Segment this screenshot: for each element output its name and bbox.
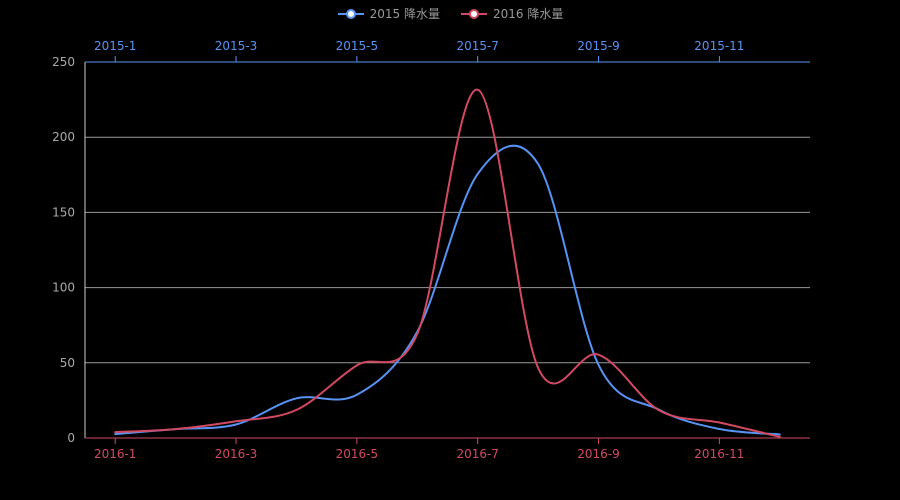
legend-circle: [469, 8, 479, 19]
legend: 2015 降水量 2016 降水量: [0, 5, 900, 22]
y-axis-label: 0: [67, 431, 75, 445]
y-axis-label: 150: [52, 205, 75, 219]
legend-label: 2016 降水量: [493, 7, 564, 21]
series-line-2016[interactable]: [114, 88, 781, 438]
top-axis-label: 2015-3: [215, 39, 258, 53]
line-series-icon: [337, 8, 364, 19]
y-axis-label: 200: [52, 130, 75, 144]
y-axis-label: 100: [52, 281, 75, 295]
top-axis-label: 2015-11: [694, 39, 744, 53]
bottom-axis-label: 2016-11: [694, 447, 744, 461]
bottom-axis-label: 2016-9: [577, 447, 620, 461]
bottom-axis-label: 2016-5: [336, 447, 379, 461]
bottom-axis-label: 2016-7: [456, 447, 499, 461]
top-axis-label: 2015-7: [456, 39, 499, 53]
legend-label: 2015 降水量: [369, 7, 440, 21]
top-axis-label: 2015-5: [336, 39, 379, 53]
y-axis-label: 50: [60, 356, 75, 370]
line-series-icon: [461, 8, 487, 19]
legend-circle: [345, 8, 356, 19]
top-axis-label: 2015-1: [94, 39, 137, 53]
legend-item-2015[interactable]: 2015 降水量: [337, 5, 440, 22]
bottom-axis-label: 2016-3: [215, 447, 258, 461]
y-axis-label: 250: [52, 55, 75, 69]
top-axis-label: 2015-9: [577, 39, 620, 53]
bottom-axis-label: 2016-1: [94, 447, 137, 461]
legend-item-2016[interactable]: 2016 降水量: [460, 5, 563, 22]
